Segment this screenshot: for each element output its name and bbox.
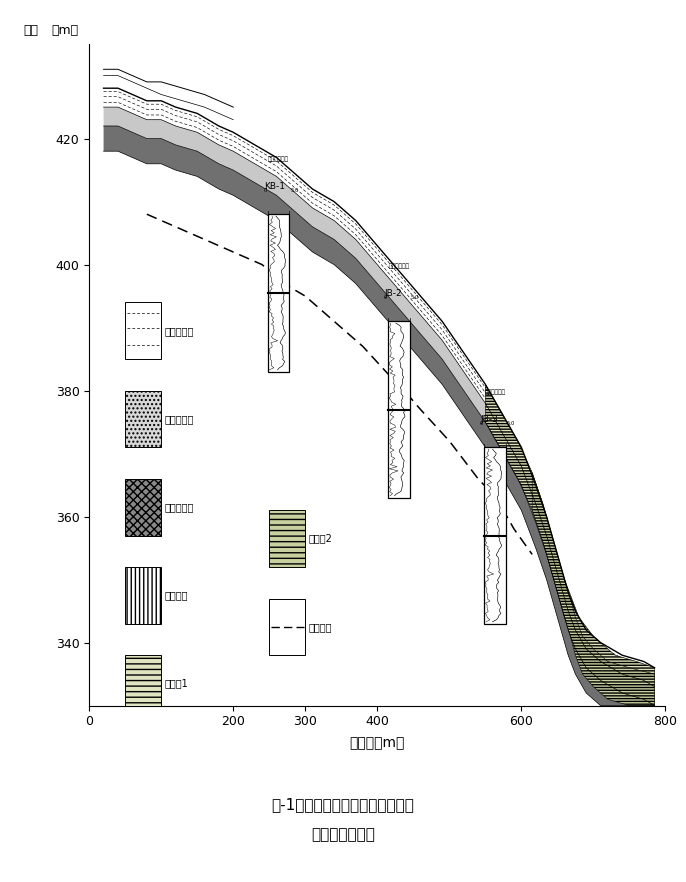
Polygon shape (486, 385, 654, 706)
Text: すべり面: すべり面 (308, 622, 331, 632)
Bar (269, 511, 305, 567)
Text: すべり面の分布: すべり面の分布 (311, 827, 375, 842)
Text: 標高: 標高 (23, 25, 38, 37)
Text: 堆積土1: 堆積土1 (164, 678, 188, 689)
Text: 図-1　中性水分検層から推定した: 図-1 中性水分検層から推定した (272, 797, 414, 812)
Text: 堆積土2: 堆積土2 (308, 534, 332, 543)
Text: JB-2: JB-2 (384, 289, 402, 298)
Polygon shape (532, 473, 654, 706)
Text: 5.0: 5.0 (290, 188, 298, 193)
Text: 新鮮泥岩: 新鮮泥岩 (164, 590, 187, 601)
Bar (125, 479, 161, 535)
Bar (125, 655, 161, 712)
Polygon shape (104, 88, 654, 687)
Bar (388, 321, 410, 497)
Text: 含水比（％）: 含水比（％） (388, 263, 410, 269)
Bar (125, 567, 161, 624)
Bar (125, 303, 161, 359)
Bar (269, 599, 305, 655)
Text: KB-1: KB-1 (264, 182, 285, 191)
Polygon shape (104, 151, 654, 706)
Polygon shape (104, 107, 654, 706)
Text: 0: 0 (480, 422, 483, 426)
Polygon shape (104, 126, 654, 706)
Text: （m）: （m） (51, 25, 79, 37)
Bar (268, 214, 289, 371)
Bar (484, 447, 506, 624)
Text: 強風化泥岩: 強風化泥岩 (164, 325, 193, 336)
Text: 含水比（％）: 含水比（％） (268, 156, 289, 161)
Text: 弱風化泥岩: 弱風化泥岩 (164, 502, 193, 512)
X-axis label: 距　離（m）: 距 離（m） (350, 736, 405, 751)
Text: 0: 0 (263, 188, 267, 193)
Text: JB-3: JB-3 (480, 415, 498, 424)
Text: 0: 0 (384, 295, 388, 300)
Bar (125, 391, 161, 447)
Text: 5.0: 5.0 (506, 422, 514, 426)
Text: 5.0: 5.0 (410, 295, 419, 300)
Text: 含水比（％）: 含水比（％） (484, 389, 505, 395)
Text: 中風化泥岩: 中風化泥岩 (164, 414, 193, 424)
